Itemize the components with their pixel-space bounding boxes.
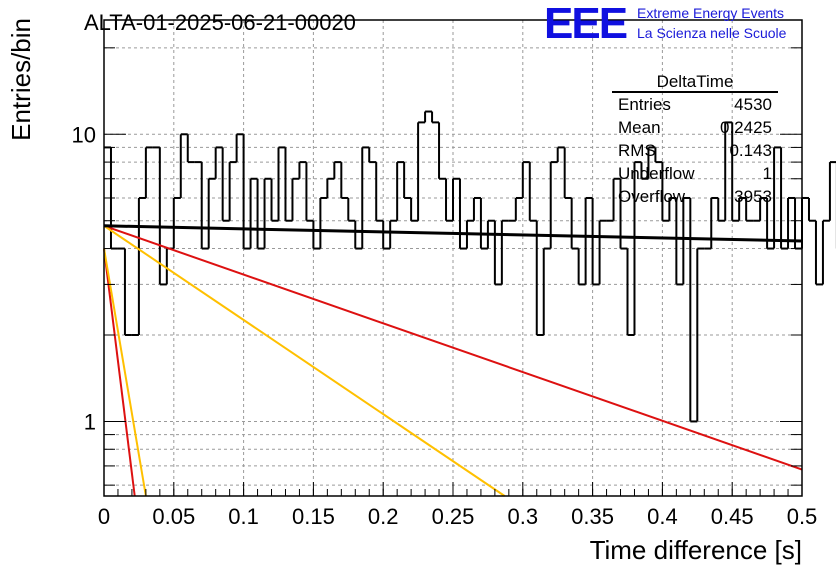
x-tick-label: 0.3 xyxy=(508,504,539,529)
stats-value: 1 xyxy=(762,164,772,183)
logo-line-2: La Scienza nelle Scuole xyxy=(637,25,787,41)
stats-label: RMS xyxy=(618,141,656,160)
stats-value: 0.2425 xyxy=(720,118,772,137)
y-tick-label: 10 xyxy=(72,122,96,147)
fit-lines xyxy=(103,224,803,497)
stats-row-rms: RMS 0.143 xyxy=(612,139,778,162)
stats-row-entries: Entries 4530 xyxy=(612,93,778,116)
x-tick-label: 0.05 xyxy=(152,504,195,529)
fit-line-red xyxy=(103,248,136,497)
stats-label: Entries xyxy=(618,95,671,114)
stats-value: 3953 xyxy=(734,187,772,206)
fit-line-orange xyxy=(103,224,506,497)
x-axis-label: Time difference [s] xyxy=(590,535,802,565)
stats-row-mean: Mean 0.2425 xyxy=(612,116,778,139)
stats-box: DeltaTime Entries 4530 Mean 0.2425 RMS 0.14… xyxy=(612,72,778,208)
x-tick-label: 0.4 xyxy=(647,504,678,529)
fit-line-red xyxy=(103,224,803,471)
stats-label: Underflow xyxy=(618,164,695,183)
x-tick-label: 0.25 xyxy=(432,504,475,529)
x-tick-label: 0.2 xyxy=(368,504,399,529)
histogram xyxy=(104,110,836,423)
stats-label: Mean xyxy=(618,118,661,137)
y-tick-label: 1 xyxy=(84,409,96,434)
chart-title: ALTA-01-2025-06-21-00020 xyxy=(84,10,356,35)
x-tick-label: 0.35 xyxy=(571,504,614,529)
x-tick-label: 0.1 xyxy=(228,504,259,529)
stats-value: 0.143 xyxy=(729,141,772,160)
x-tick-label: 0.15 xyxy=(292,504,335,529)
fit-line-orange xyxy=(103,248,147,497)
x-tick-label: 0.5 xyxy=(787,504,818,529)
fit-line-black xyxy=(103,224,803,243)
stats-title: DeltaTime xyxy=(612,72,778,93)
y-axis-label: Entries/bin xyxy=(6,18,36,141)
y-tick-labels: 1 10 xyxy=(72,122,96,434)
stats-row-overflow: Overflow 3953 xyxy=(612,185,778,208)
eee-logo: EEE xyxy=(544,0,628,48)
stats-row-underflow: Underflow 1 xyxy=(612,162,778,185)
x-tick-labels: 0 0.05 0.1 0.15 0.2 0.25 0.3 0.35 0.4 0.45 0.5 xyxy=(98,504,817,529)
logo-line-1: Extreme Energy Events xyxy=(637,5,785,21)
x-tick-label: 0 xyxy=(98,504,110,529)
ticks xyxy=(103,47,803,496)
stats-label: Overflow xyxy=(618,187,686,206)
x-tick-label: 0.45 xyxy=(711,504,754,529)
stats-value: 4530 xyxy=(734,95,772,114)
